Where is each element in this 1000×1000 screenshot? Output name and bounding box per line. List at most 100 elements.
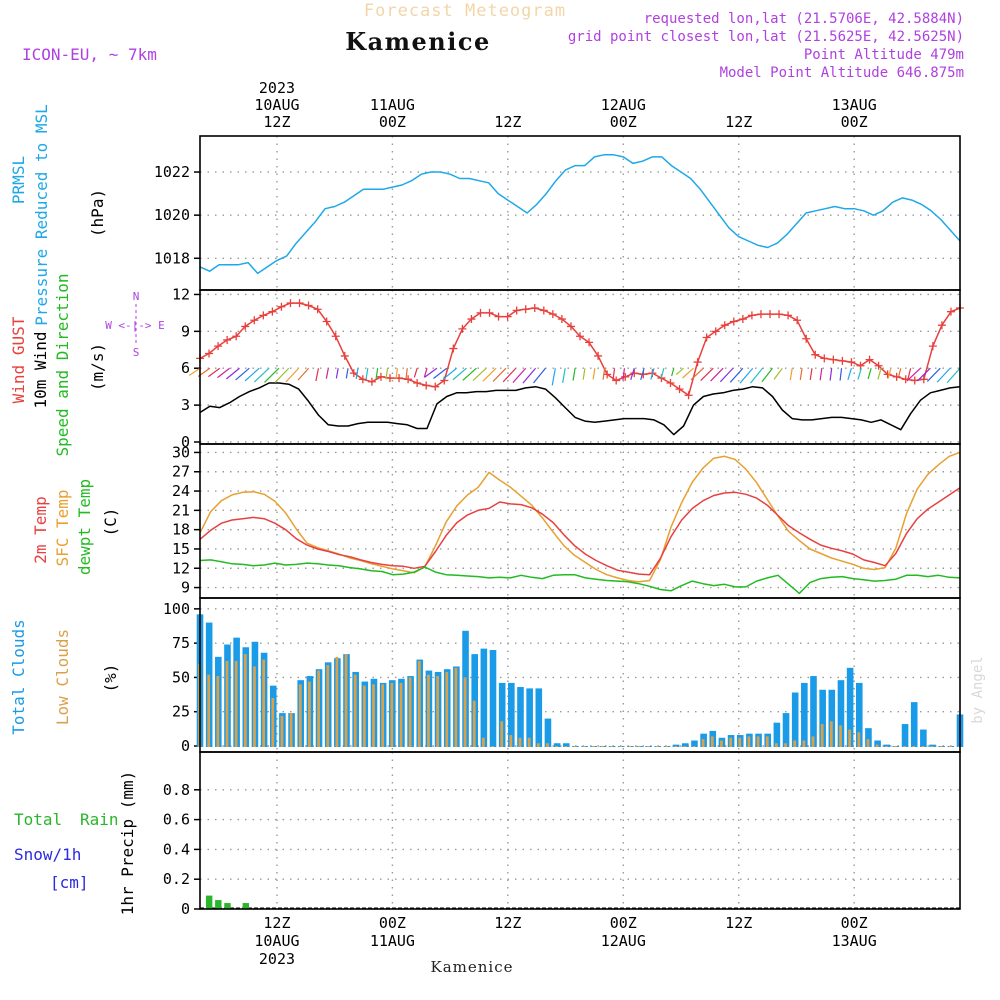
axis-label-dewpt: dewpt Temp (75, 479, 94, 575)
gust-marker (585, 338, 594, 347)
low-cloud-bar (619, 746, 623, 747)
wind-arrow (413, 368, 418, 378)
pressure-line (199, 154, 961, 275)
wind-speed-line (199, 382, 961, 436)
time-label-top: 00Z (379, 113, 406, 131)
low-cloud-bar (344, 654, 348, 747)
low-cloud-bar (683, 746, 687, 747)
wind-arrow (274, 367, 290, 383)
gust-marker (422, 381, 431, 390)
gust-marker (557, 315, 566, 324)
low-cloud-bar (738, 737, 742, 747)
time-label-bottom: 10AUG (254, 932, 299, 950)
total-cloud-bar (691, 740, 698, 747)
total-cloud-bar (874, 740, 881, 747)
time-label-top: 00Z (841, 113, 868, 131)
y-tick-label: 30 (172, 443, 190, 461)
low-cloud-bar (930, 746, 934, 747)
wind-arrow (671, 368, 675, 377)
time-label-top: 13AUG (832, 96, 877, 114)
y-tick-label: 12 (172, 285, 190, 303)
y-tick-label: 12 (172, 559, 190, 577)
panel-frame (199, 135, 961, 291)
time-label-bottom: 2023 (259, 950, 295, 968)
wind-arrow (355, 368, 359, 380)
wind-arrow (385, 368, 389, 380)
total-cloud-bar (819, 689, 826, 747)
gust-marker (874, 361, 883, 370)
low-cloud-bar (500, 721, 504, 747)
gust-marker (865, 355, 874, 364)
low-cloud-bar (417, 660, 421, 747)
time-label-top: 11AUG (370, 96, 415, 114)
gust-marker (214, 342, 223, 351)
gust-marker (784, 311, 793, 320)
gust-marker (603, 370, 612, 379)
gust-marker (386, 374, 394, 383)
location-title: Kamenice (345, 27, 491, 56)
low-cloud-bar (298, 684, 302, 747)
low-cloud-bar (601, 746, 604, 747)
total-cloud-bar (929, 744, 936, 747)
model-altitude: Model Point Altitude 646.875m (720, 65, 964, 81)
low-cloud-bar (857, 732, 861, 747)
total-cloud-bar (773, 722, 781, 747)
wind-arrow (773, 367, 783, 380)
wind-arrow (315, 368, 320, 382)
axis-label-gust: Wind GUST (9, 316, 28, 403)
low-cloud-bar (353, 674, 357, 747)
gust-marker (928, 342, 937, 351)
low-cloud-bar (573, 746, 577, 747)
gust-marker (820, 354, 829, 363)
time-label-bottom: 00Z (379, 914, 406, 932)
time-label-bottom: 12Z (725, 914, 752, 932)
axis-label-precip: 1hr Precip (mm) (118, 771, 137, 916)
wind-arrow (839, 368, 843, 381)
wind-arrow (582, 368, 586, 380)
gust-marker (277, 302, 286, 311)
y-tick-label: 0.2 (163, 870, 190, 888)
total-cloud-bar (498, 682, 506, 747)
low-cloud-bar (628, 746, 632, 747)
low-cloud-bar (802, 740, 806, 747)
gust-marker (205, 349, 214, 358)
gust-marker (811, 350, 820, 359)
low-cloud-bar (875, 744, 879, 747)
low-cloud-bar (454, 667, 458, 747)
wind-arrow (936, 367, 951, 383)
wind-arrow (462, 367, 477, 381)
wind-arrow (533, 367, 546, 384)
wind-arrow (512, 367, 527, 383)
gridpoint-coords: grid point closest lon,lat (21.5625E, 42… (568, 29, 964, 45)
total-cloud-bar (535, 688, 543, 747)
gust-marker (503, 312, 512, 321)
gust-marker (259, 311, 268, 320)
wind-arrow (887, 368, 892, 379)
compass-south: S (133, 346, 140, 359)
total-cloud-bar (801, 682, 808, 747)
wind-arrow (572, 368, 576, 381)
gust-marker (793, 316, 802, 325)
low-cloud-bar (720, 740, 723, 747)
gust-marker (539, 306, 548, 315)
time-label-bottom: 12Z (263, 914, 290, 932)
wind-arrow (217, 367, 230, 379)
axis-label-rain: Rain (80, 810, 119, 829)
gust-marker (467, 315, 476, 324)
total-cloud-bar (855, 682, 863, 747)
axis-label-prmsl: PRMSL (9, 156, 28, 204)
y-tick-label: 9 (181, 322, 190, 340)
gust-marker (268, 307, 277, 316)
gust-marker (358, 375, 367, 384)
low-cloud-bar (948, 746, 952, 747)
gust-marker (367, 377, 376, 386)
wind-arrow (433, 367, 448, 380)
axis-label-pressure: Pressure Reduced to MSL (32, 104, 51, 326)
rain-bar (242, 903, 249, 909)
gust-marker (476, 308, 485, 317)
wind-arrow (522, 367, 537, 384)
low-cloud-bar (610, 746, 613, 747)
wind-arrow (809, 368, 813, 381)
wind-arrow (682, 367, 694, 379)
